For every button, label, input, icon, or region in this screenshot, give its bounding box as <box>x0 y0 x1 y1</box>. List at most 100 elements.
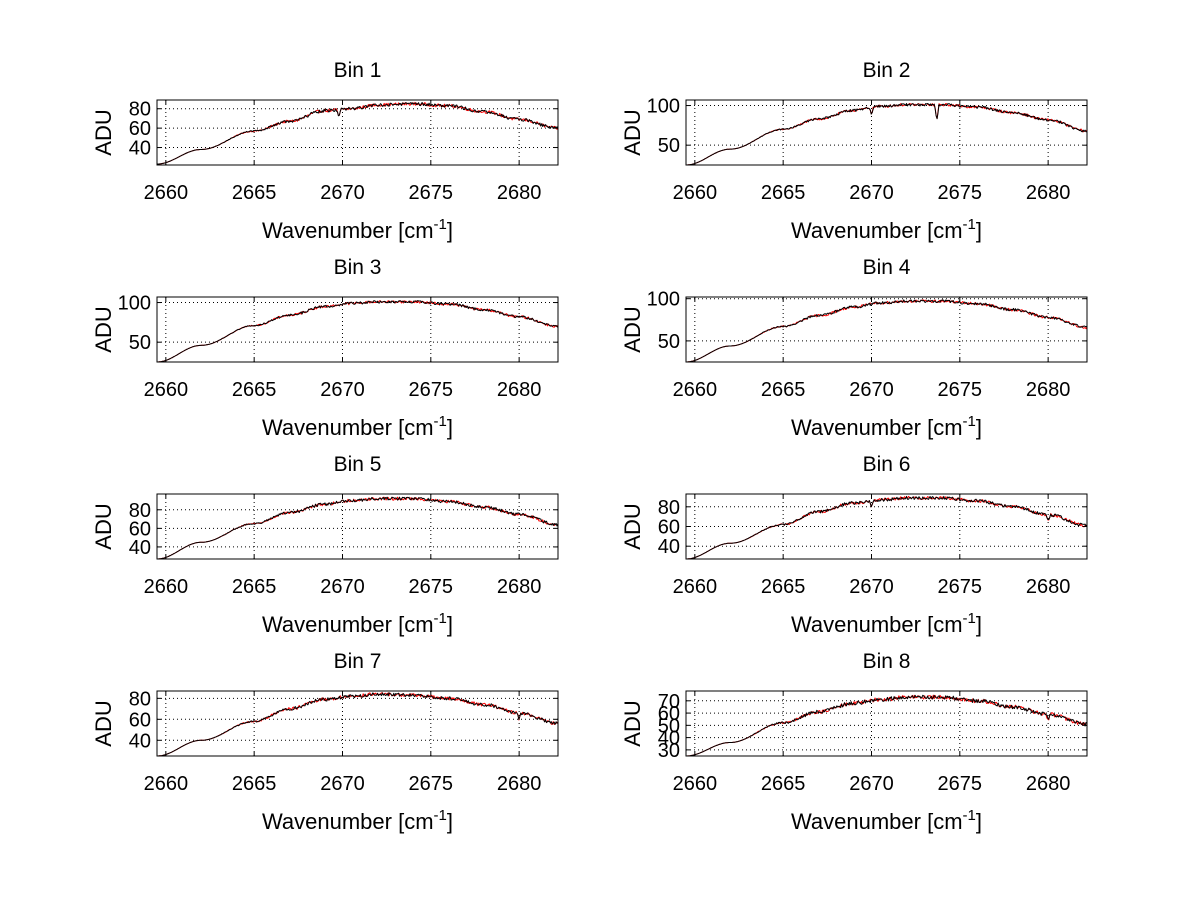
x-axis-label-superscript: -1 <box>434 610 447 627</box>
panel-title: Bin 6 <box>863 453 911 476</box>
x-tick-label: 2670 <box>320 379 365 401</box>
y-tick-label: 40 <box>129 730 151 752</box>
plot-frame <box>685 296 1088 363</box>
plot-frame <box>156 690 559 757</box>
x-tick-label: 2680 <box>497 379 542 401</box>
y-tick-label: 80 <box>129 99 151 121</box>
x-axis-label-superscript: -1 <box>963 413 976 430</box>
x-tick-label: 2665 <box>761 773 806 795</box>
y-axis-label: ADU <box>91 306 116 352</box>
x-axis-label-text: Wavenumber [cm <box>262 612 434 637</box>
y-tick-label: 60 <box>129 518 151 540</box>
x-axis-label: Wavenumber [cm-1] <box>262 610 453 637</box>
series-line-trace-black <box>686 495 1088 560</box>
y-axis-label: ADU <box>91 700 116 746</box>
x-axis-label: Wavenumber [cm-1] <box>791 610 982 637</box>
x-tick-label: 2660 <box>144 379 189 401</box>
plot-area <box>685 690 1088 757</box>
y-tick-label: 50 <box>658 331 680 353</box>
x-tick-label: 2670 <box>849 379 894 401</box>
plot-area <box>156 690 559 757</box>
x-tick-label: 2665 <box>232 182 277 204</box>
x-tick-label: 2660 <box>673 182 718 204</box>
x-tick-label: 2660 <box>673 773 718 795</box>
y-tick-label: 60 <box>129 709 151 731</box>
panel-title: Bin 5 <box>334 453 382 476</box>
x-axis-label-text: Wavenumber [cm <box>262 415 434 440</box>
x-tick-label: 2665 <box>232 379 277 401</box>
y-tick-label: 100 <box>647 96 680 118</box>
series-line-trace-black <box>157 102 559 165</box>
series-line-trace-black <box>686 694 1088 757</box>
y-tick-label: 60 <box>658 703 680 725</box>
x-tick-label: 2665 <box>232 576 277 598</box>
y-tick-label: 70 <box>658 691 680 713</box>
x-tick-label: 2670 <box>320 576 365 598</box>
plot-area <box>156 493 559 560</box>
y-tick-label: 50 <box>658 715 680 737</box>
y-axis-label: ADU <box>620 503 645 549</box>
x-tick-label: 2675 <box>938 182 983 204</box>
x-tick-label: 2660 <box>144 773 189 795</box>
y-tick-label: 40 <box>129 537 151 559</box>
series-line-trace-black <box>686 299 1088 363</box>
x-axis-label-bracket: ] <box>976 415 982 440</box>
series-line-trace-black <box>686 103 1088 166</box>
y-axis-label: ADU <box>620 306 645 352</box>
x-tick-label: 2665 <box>761 379 806 401</box>
x-tick-label: 2660 <box>673 379 718 401</box>
series-line-trace-black <box>157 496 559 560</box>
plot-frame <box>156 99 559 166</box>
x-axis-label: Wavenumber [cm-1] <box>791 413 982 440</box>
x-axis-label-bracket: ] <box>447 218 453 243</box>
plot-area <box>156 99 559 166</box>
x-tick-label: 2670 <box>849 182 894 204</box>
panel-title: Bin 3 <box>334 256 382 279</box>
x-tick-label: 2675 <box>409 773 454 795</box>
y-tick-label: 40 <box>658 536 680 558</box>
y-tick-label: 40 <box>658 728 680 750</box>
series-line-trace-black <box>157 300 559 363</box>
x-tick-label: 2665 <box>761 576 806 598</box>
y-tick-label: 60 <box>129 118 151 140</box>
panel-3: Bin 3 2660 2665 2670 2675 2680 50 100 Wavenumber… <box>91 256 559 440</box>
plot-area <box>685 99 1088 166</box>
y-axis-label: ADU <box>91 503 116 549</box>
y-tick-label: 80 <box>129 500 151 522</box>
x-tick-label: 2675 <box>409 576 454 598</box>
x-tick-label: 2680 <box>497 576 542 598</box>
x-tick-label: 2670 <box>320 773 365 795</box>
x-axis-label-bracket: ] <box>976 612 982 637</box>
x-axis-label-text: Wavenumber [cm <box>791 809 963 834</box>
y-tick-label: 100 <box>118 293 151 315</box>
y-axis-label: ADU <box>620 109 645 155</box>
y-axis-label: ADU <box>91 109 116 155</box>
x-axis-label-superscript: -1 <box>434 216 447 233</box>
plot-area <box>685 296 1088 363</box>
x-tick-label: 2670 <box>320 182 365 204</box>
x-axis-label-text: Wavenumber [cm <box>791 218 963 243</box>
x-axis-label: Wavenumber [cm-1] <box>791 216 982 243</box>
x-tick-label: 2665 <box>761 182 806 204</box>
x-axis-label-bracket: ] <box>447 809 453 834</box>
x-tick-label: 2680 <box>497 182 542 204</box>
x-tick-label: 2675 <box>409 379 454 401</box>
panel-2: Bin 2 2660 2665 2670 2675 2680 50 100 Wavenumber… <box>620 59 1088 243</box>
panel-title: Bin 8 <box>863 650 911 673</box>
x-axis-label: Wavenumber [cm-1] <box>791 807 982 834</box>
panel-title: Bin 4 <box>863 256 911 279</box>
x-axis-label: Wavenumber [cm-1] <box>262 216 453 243</box>
x-axis-label: Wavenumber [cm-1] <box>262 413 453 440</box>
x-tick-label: 2660 <box>673 576 718 598</box>
plot-frame <box>685 690 1088 757</box>
x-axis-label-bracket: ] <box>447 415 453 440</box>
panel-4: Bin 4 2660 2665 2670 2675 2680 50 100 Wavenumber… <box>620 256 1088 440</box>
x-axis-label-bracket: ] <box>447 612 453 637</box>
plot-frame <box>156 493 559 560</box>
x-tick-label: 2675 <box>938 773 983 795</box>
